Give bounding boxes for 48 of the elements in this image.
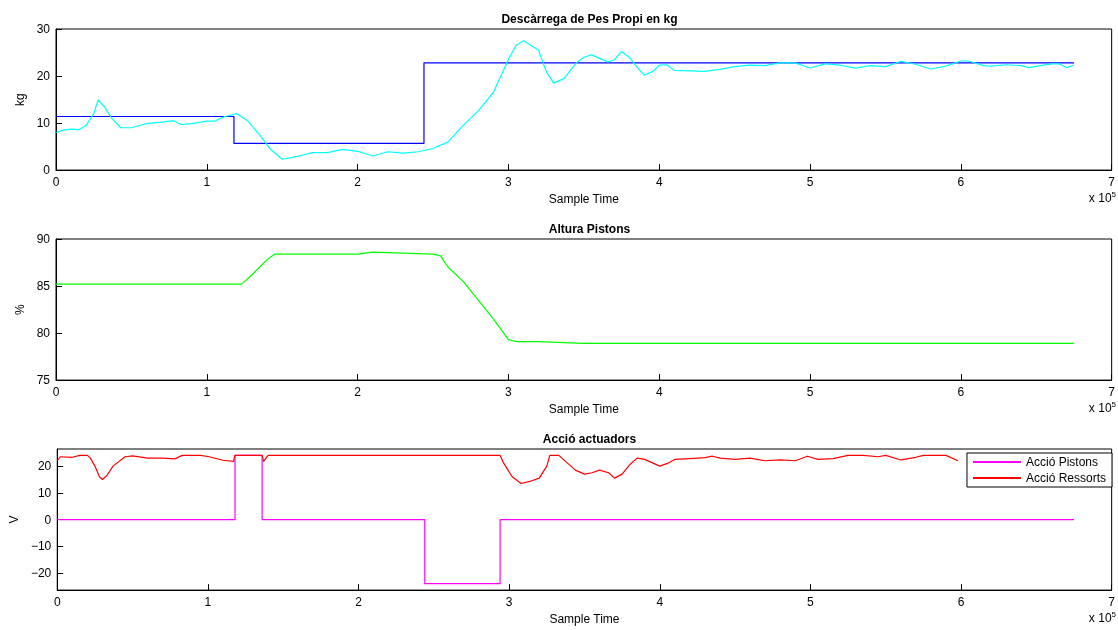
y-axis-title: kg [12,93,27,106]
x-tick-label: 2 [355,595,363,610]
y-tick-label: 90 [36,232,51,246]
x-tick-label: 6 [957,595,965,610]
y-tick-label: −10 [30,539,52,554]
y-tick-label: 30 [36,22,51,36]
y-tick-label: −20 [30,566,52,580]
x-tick-label: 1 [203,175,211,190]
x-tick-label: 7 [1108,595,1116,610]
x-tick-label: 3 [505,175,513,190]
x-axis-title: Sample Time [549,612,620,626]
x-tick-label: 5 [807,595,815,610]
chart-title: Altura Pistons [548,222,631,236]
x-tick-label: 3 [505,595,513,610]
line-series [55,40,1075,160]
x-tick-label: 4 [656,595,664,610]
x-tick-label: 2 [354,175,362,190]
x-tick-label: 2 [354,385,362,400]
y-tick-label: 10 [37,485,52,500]
y-tick-label: 80 [36,326,51,341]
x-tick-label: 5 [806,175,814,190]
y-tick-label: 85 [36,279,51,294]
x-tick-label: 6 [957,385,965,400]
chart-title: Acció actuadors [542,432,637,446]
x-tick-label: 4 [655,385,663,400]
x-axis-title: Sample Time [548,402,620,416]
x-tick-label: 1 [204,595,212,610]
legend-label: Acció Pistons [1025,455,1099,469]
x-tick-label: 5 [806,385,814,400]
y-axis-title: V [7,515,21,524]
y-tick-label: 0 [44,512,52,527]
legend-label: Acció Ressorts [1025,471,1107,485]
chart-title: Descàrrega de Pes Propi en kg [501,12,678,26]
line-series [55,251,1075,345]
y-tick-label: 0 [43,163,51,178]
y-tick-label: 20 [36,69,51,84]
x-axis-title: Sample Time [548,192,620,206]
x-tick-label: 7 [1108,385,1116,400]
x-tick-label: 1 [203,385,211,400]
x-tick-label: 3 [505,385,513,400]
y-axis-title: % [12,303,27,315]
y-tick-label: 75 [36,373,51,388]
y-tick-label: 10 [36,116,51,131]
x-tick-label: 6 [957,175,965,190]
x-tick-label: 4 [655,175,663,190]
x-tick-label: 7 [1108,175,1116,190]
line-series [56,454,959,485]
y-tick-label: 20 [37,459,52,474]
